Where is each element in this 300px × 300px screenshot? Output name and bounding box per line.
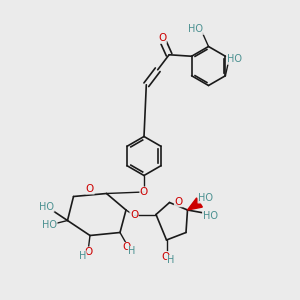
- Text: O: O: [158, 33, 166, 43]
- Text: H: H: [167, 255, 175, 266]
- Text: HO: HO: [202, 211, 217, 221]
- Text: HO: HO: [188, 24, 203, 34]
- Text: O: O: [86, 184, 94, 194]
- Text: HO: HO: [227, 54, 242, 64]
- Text: HO: HO: [42, 220, 57, 230]
- Text: O: O: [84, 247, 93, 257]
- Text: HO: HO: [198, 193, 213, 203]
- Text: O: O: [140, 187, 148, 197]
- Text: O: O: [123, 242, 131, 253]
- Polygon shape: [188, 198, 202, 210]
- Text: H: H: [79, 251, 86, 261]
- Text: H: H: [128, 246, 136, 256]
- Text: HO: HO: [39, 202, 54, 212]
- Text: O: O: [161, 251, 169, 262]
- Text: O: O: [130, 209, 138, 220]
- Text: O: O: [174, 197, 183, 207]
